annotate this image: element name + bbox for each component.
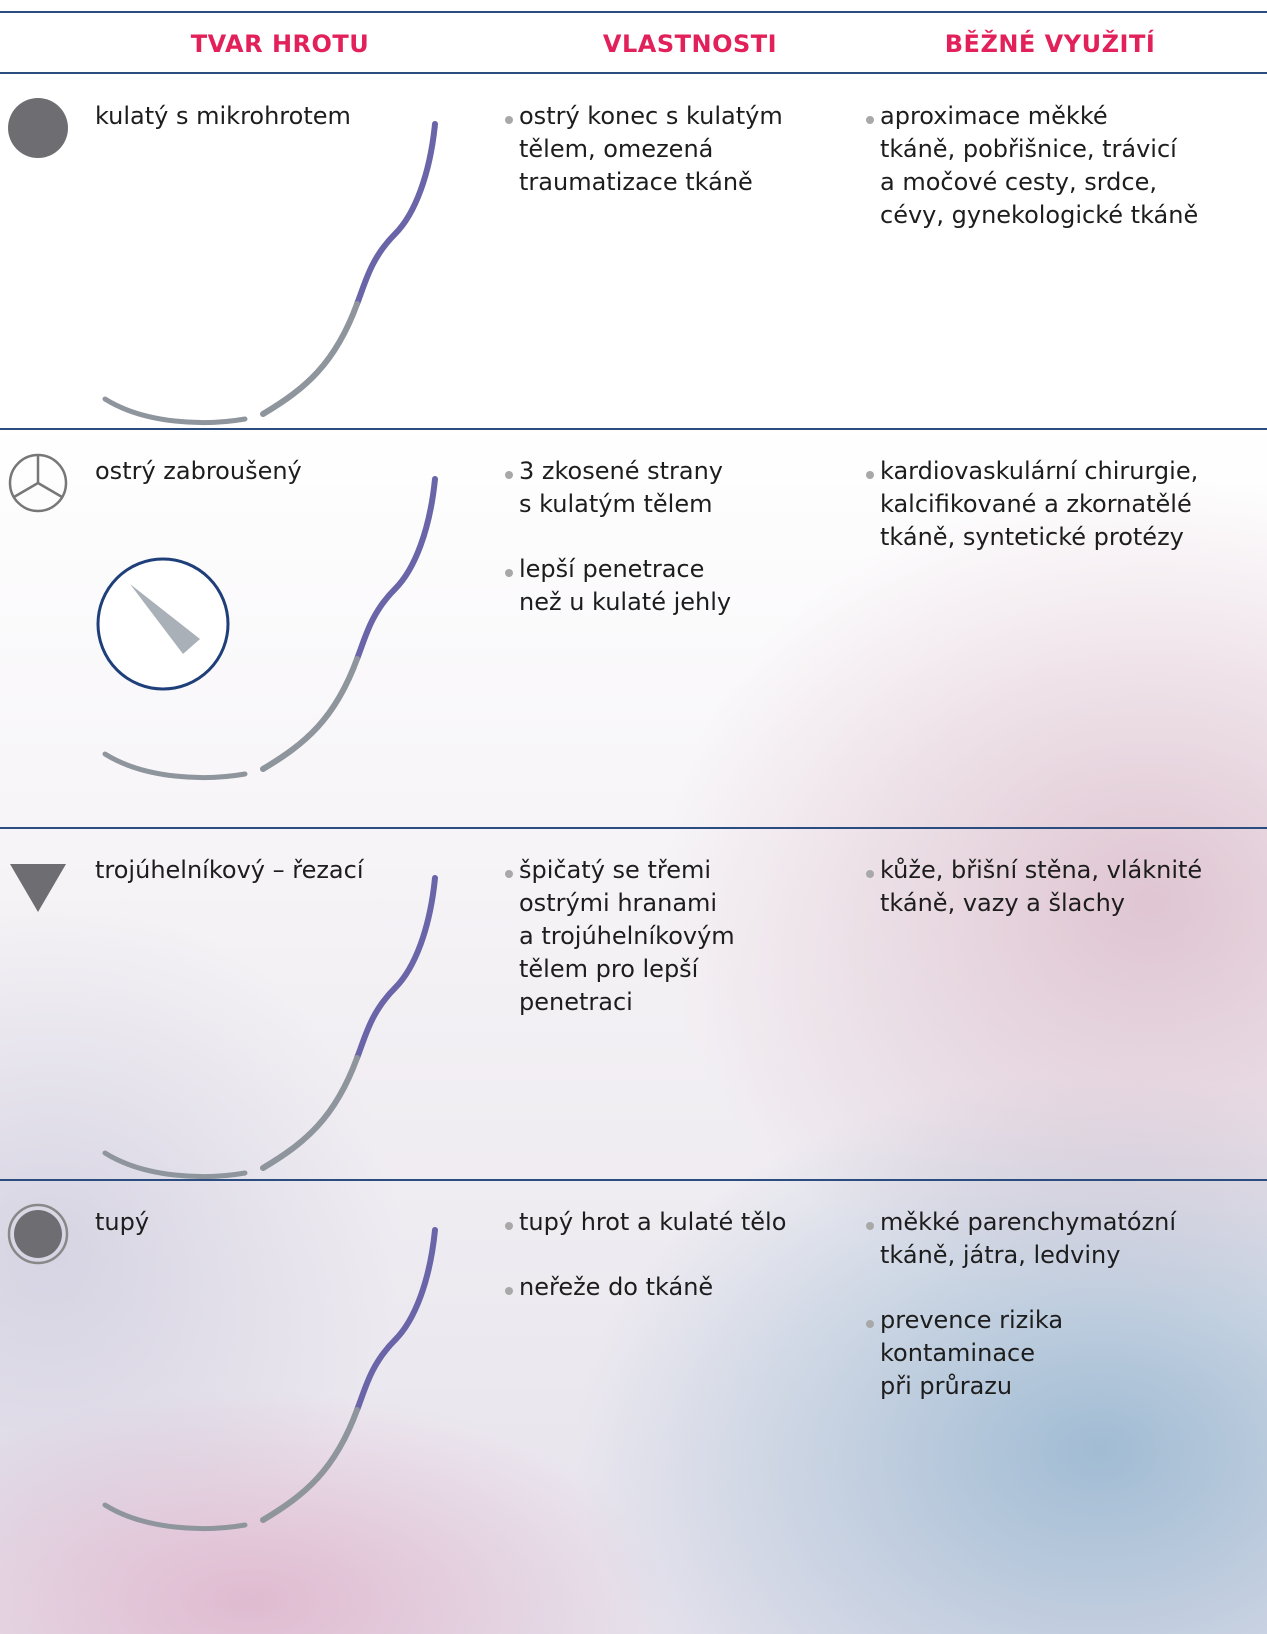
tip-shape-icon — [8, 98, 68, 158]
list-item: tupý hrot a kulaté tělo — [505, 1206, 825, 1239]
properties-list: ostrý konec s kulatým tělem, omezená tra… — [505, 100, 825, 231]
table-row: ostrý zabroušený 3 zkosené strany s kulat… — [0, 429, 1267, 828]
list-item: neřeže do tkáně — [505, 1271, 825, 1304]
column-header: TVAR HROTU — [190, 30, 370, 58]
uses-list: aproximace měkké tkáně, pobřišnice, tráv… — [866, 100, 1266, 264]
list-item: měkké parenchymatózní tkáně, játra, ledv… — [866, 1206, 1266, 1272]
tip-shape-name: tupý — [95, 1208, 150, 1236]
rule — [0, 827, 1267, 829]
uses-list: měkké parenchymatózní tkáně, játra, ledv… — [866, 1206, 1266, 1435]
list-item: prevence rizika kontaminace při průrazu — [866, 1304, 1266, 1403]
table-row: trojúhelníkový – řezací špičatý se třemi … — [0, 828, 1267, 1180]
list-item: kůže, břišní stěna, vláknité tkáně, vazy… — [866, 854, 1266, 920]
needle-illustration — [102, 1227, 438, 1531]
list-item: lepší penetrace než u kulaté jehly — [505, 553, 825, 619]
column-header: BĚŽNÉ VYUŽITÍ — [944, 30, 1156, 58]
needle-illustration — [96, 476, 438, 780]
rule — [0, 1179, 1267, 1181]
properties-list: špičatý se třemi ostrými hranami a trojú… — [505, 854, 825, 1051]
table-row: kulatý s mikrohrotem ostrý konec s kulatý… — [0, 74, 1267, 428]
tip-shape-name: kulatý s mikrohrotem — [95, 102, 351, 130]
tip-shape-name: trojúhelníkový – řezací — [95, 856, 364, 884]
list-item: 3 zkosené strany s kulatým tělem — [505, 455, 825, 521]
list-item: kardiovaskulární chirurgie, kalcifikovan… — [866, 455, 1266, 554]
uses-list: kůže, břišní stěna, vláknité tkáně, vazy… — [866, 854, 1266, 952]
needle-illustration — [102, 875, 438, 1179]
column-header: VLASTNOSTI — [602, 30, 778, 58]
list-item: aproximace měkké tkáně, pobřišnice, tráv… — [866, 100, 1266, 232]
tip-shape-icon — [8, 453, 68, 513]
rule — [0, 72, 1267, 74]
table-row: tupý tupý hrot a kulaté tělo neřeže do tká… — [0, 1180, 1267, 1634]
uses-list: kardiovaskulární chirurgie, kalcifikovan… — [866, 455, 1266, 586]
list-item: špičatý se třemi ostrými hranami a trojú… — [505, 854, 825, 1019]
rule — [0, 11, 1267, 13]
rule — [0, 428, 1267, 430]
list-item: ostrý konec s kulatým tělem, omezená tra… — [505, 100, 825, 199]
tip-shape-icon — [10, 864, 66, 912]
tip-shape-name: ostrý zabroušený — [95, 457, 302, 485]
tip-shape-icon — [7, 1203, 69, 1265]
properties-list: 3 zkosené strany s kulatým tělem lepší pe… — [505, 455, 825, 651]
properties-list: tupý hrot a kulaté tělo neřeže do tkáně — [505, 1206, 825, 1336]
needle-illustration — [102, 121, 438, 425]
